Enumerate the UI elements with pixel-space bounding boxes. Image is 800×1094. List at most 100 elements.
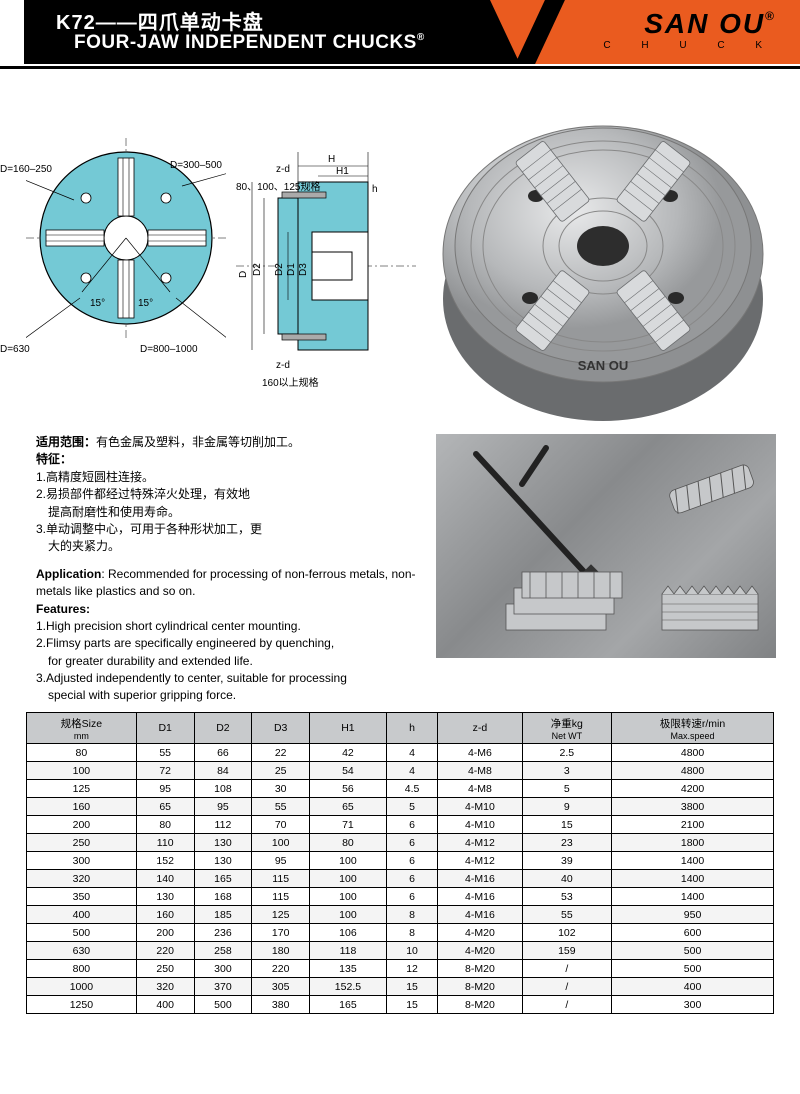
cell: 100	[310, 906, 387, 924]
cell: 15	[386, 996, 437, 1014]
cell: 72	[136, 762, 194, 780]
cell: 9	[522, 798, 611, 816]
cell: /	[522, 960, 611, 978]
cell: 30	[252, 780, 310, 798]
table-row: 1007284255444-M834800	[27, 762, 774, 780]
cell: 55	[522, 906, 611, 924]
cell: 15	[522, 816, 611, 834]
svg-text:h: h	[372, 184, 378, 195]
table-row: 630220258180118104-M20159500	[27, 942, 774, 960]
cell: 135	[310, 960, 387, 978]
tech-drawing-section: H H1 h z-d z-d D D2 D2 D1 D3	[236, 136, 416, 376]
cell: 6	[386, 852, 437, 870]
cell: 95	[252, 852, 310, 870]
cell: 130	[194, 834, 252, 852]
cell: 180	[252, 942, 310, 960]
cell: 100	[27, 762, 137, 780]
cell: 4-M16	[438, 888, 522, 906]
table-row: 805566224244-M62.54800	[27, 744, 774, 762]
cell: 320	[136, 978, 194, 996]
cell: 115	[252, 888, 310, 906]
cell: 80	[27, 744, 137, 762]
cell: 4-M12	[438, 852, 522, 870]
cell: 165	[194, 870, 252, 888]
col-header: z-d	[438, 713, 522, 744]
cell: 4800	[612, 762, 774, 780]
table-row: 50020023617010684-M20102600	[27, 924, 774, 942]
cell: 600	[612, 924, 774, 942]
cell: 159	[522, 942, 611, 960]
svg-text:D: D	[238, 271, 249, 278]
cell: 1800	[612, 834, 774, 852]
col-header: h	[386, 713, 437, 744]
col-header: D1	[136, 713, 194, 744]
cell: 23	[522, 834, 611, 852]
svg-text:SAN OU: SAN OU	[578, 358, 629, 373]
cell: 500	[194, 996, 252, 1014]
label-d160: D=160–250	[0, 164, 52, 175]
cell: 4-M16	[438, 870, 522, 888]
svg-text:z-d: z-d	[276, 164, 290, 175]
cell: 4	[386, 762, 437, 780]
cell: 108	[194, 780, 252, 798]
col-header: 净重kgNet WT	[522, 713, 611, 744]
cell: 112	[194, 816, 252, 834]
cell: 220	[136, 942, 194, 960]
cell: 168	[194, 888, 252, 906]
label-spec1: 80、100、125规格	[236, 178, 321, 193]
col-header: H1	[310, 713, 387, 744]
cell: 4200	[612, 780, 774, 798]
cell: 10	[386, 942, 437, 960]
cell: /	[522, 996, 611, 1014]
svg-text:D3: D3	[298, 263, 309, 276]
cell: 5	[386, 798, 437, 816]
cell: 165	[310, 996, 387, 1014]
cell: 39	[522, 852, 611, 870]
cell: 115	[252, 870, 310, 888]
cell: 56	[310, 780, 387, 798]
table-row: 800250300220135128-M20/500	[27, 960, 774, 978]
cell: 100	[310, 888, 387, 906]
svg-text:15°: 15°	[90, 298, 105, 309]
cell: 100	[310, 870, 387, 888]
cell: 100	[310, 852, 387, 870]
svg-text:D2: D2	[252, 263, 263, 276]
label-d630: D=630	[0, 344, 30, 355]
cell: 8-M20	[438, 978, 522, 996]
svg-text:15°: 15°	[138, 298, 153, 309]
cell: 130	[136, 888, 194, 906]
cell: 1400	[612, 870, 774, 888]
cell: 65	[310, 798, 387, 816]
svg-text:D1: D1	[286, 263, 297, 276]
cell: 320	[27, 870, 137, 888]
cell: 4	[386, 744, 437, 762]
cell: 200	[27, 816, 137, 834]
cell: 3800	[612, 798, 774, 816]
cell: 118	[310, 942, 387, 960]
cell: 236	[194, 924, 252, 942]
cell: 1400	[612, 888, 774, 906]
cell: 22	[252, 744, 310, 762]
cell: 4.5	[386, 780, 437, 798]
cell: 6	[386, 816, 437, 834]
brand-logo: SAN OU® C H U C K	[599, 10, 776, 51]
cell: 15	[386, 978, 437, 996]
cell: 250	[27, 834, 137, 852]
cell: 4-M10	[438, 816, 522, 834]
col-header: D3	[252, 713, 310, 744]
cell: 80	[310, 834, 387, 852]
cell: 65	[136, 798, 194, 816]
cell: 220	[252, 960, 310, 978]
table-row: 3001521309510064-M12391400	[27, 852, 774, 870]
cell: 200	[136, 924, 194, 942]
cell: 106	[310, 924, 387, 942]
svg-text:H1: H1	[336, 166, 349, 177]
label-d800: D=800–1000	[140, 344, 198, 355]
cell: 370	[194, 978, 252, 996]
cell: 160	[27, 798, 137, 816]
cell: 100	[252, 834, 310, 852]
cell: 185	[194, 906, 252, 924]
cell: 6	[386, 870, 437, 888]
cell: 170	[252, 924, 310, 942]
cell: 6	[386, 834, 437, 852]
